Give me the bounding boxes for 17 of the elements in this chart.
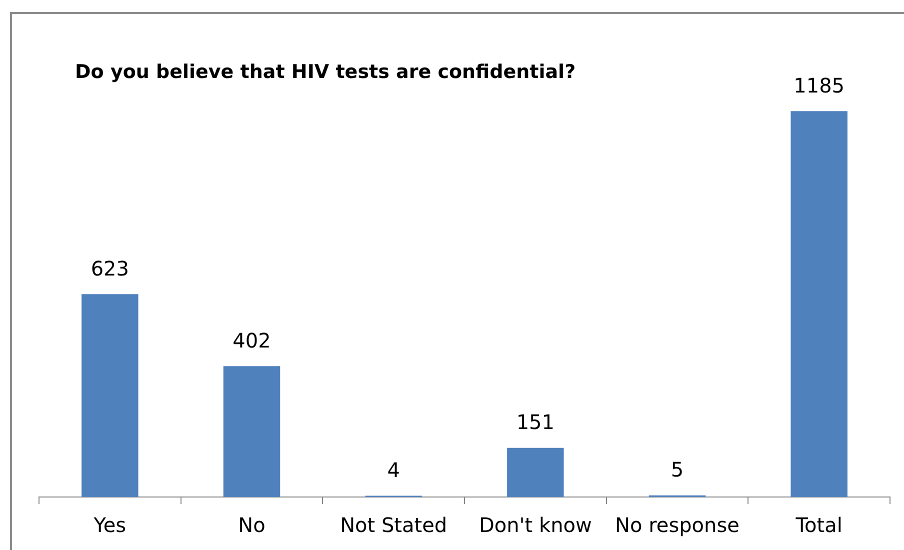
x-tick-label: No response	[615, 513, 740, 538]
bar	[507, 448, 564, 497]
bar	[223, 366, 280, 497]
x-tick-label: Yes	[92, 513, 126, 538]
data-label: 4	[387, 458, 400, 482]
chart-title: Do you believe that HIV tests are confidential?	[75, 60, 576, 83]
x-tick-label: Not Stated	[340, 513, 448, 538]
data-label: 5	[670, 458, 684, 482]
x-tick-label: Total	[794, 513, 842, 538]
data-label: 1185	[794, 73, 845, 98]
bar	[790, 111, 848, 497]
data-label: 151	[516, 410, 555, 434]
data-label: 623	[90, 256, 130, 280]
x-tick-label: Don't know	[478, 513, 592, 538]
bar	[82, 294, 138, 497]
data-label: 402	[232, 328, 271, 352]
x-tick-label: No	[238, 513, 266, 538]
